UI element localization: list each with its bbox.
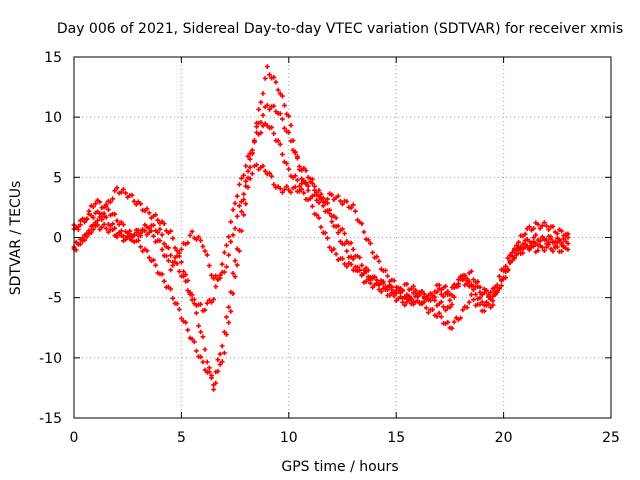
chart-title: Day 006 of 2021, Sidereal Day-to-day VTE… xyxy=(57,21,623,37)
y-tick-label: 5 xyxy=(53,170,62,186)
y-tick-label: 10 xyxy=(44,110,62,126)
x-tick-label: 15 xyxy=(387,430,405,446)
x-tick-label: 5 xyxy=(177,430,186,446)
y-tick-label: -10 xyxy=(39,351,62,367)
data-points xyxy=(71,64,571,392)
x-tick-label: 20 xyxy=(495,430,513,446)
series-track-d xyxy=(71,162,571,302)
series-points xyxy=(71,162,571,302)
y-tick-labels: -15 -10 -5 0 5 10 15 xyxy=(39,50,62,427)
series-track-b xyxy=(71,102,571,388)
x-tick-label: 0 xyxy=(70,430,79,446)
y-tick-label: 15 xyxy=(44,50,62,66)
ticks xyxy=(73,56,612,419)
x-tick-labels: 0 5 10 15 20 25 xyxy=(70,430,620,446)
y-tick-label: -5 xyxy=(48,291,62,307)
series-points xyxy=(71,102,571,388)
y-axis-label: SDTVAR / TECUs xyxy=(8,181,24,296)
grid xyxy=(74,57,611,418)
x-tick-label: 10 xyxy=(280,430,298,446)
y-tick-label: -15 xyxy=(39,411,62,427)
x-axis-label: GPS time / hours xyxy=(281,459,398,475)
x-tick-label: 25 xyxy=(602,430,620,446)
y-tick-label: 0 xyxy=(53,231,62,247)
